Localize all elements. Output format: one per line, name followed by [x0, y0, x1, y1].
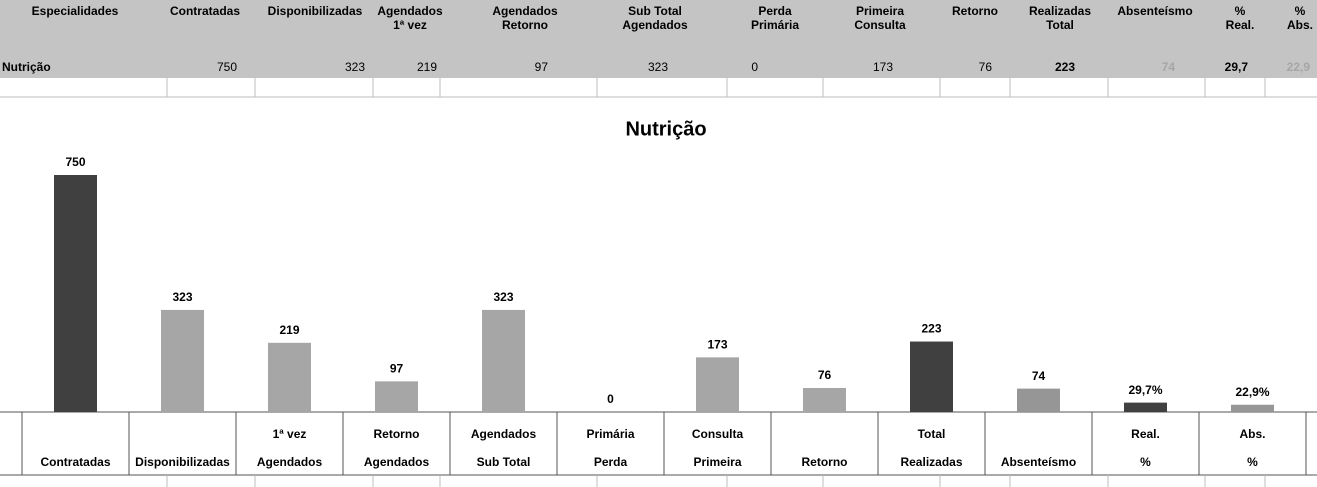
data-label: 76	[818, 368, 832, 382]
table-cell: 219	[417, 60, 437, 74]
bar	[375, 381, 418, 412]
column-header: 1ª vez	[393, 18, 427, 32]
x-tick-label: %	[1247, 455, 1258, 469]
header-band	[0, 0, 1317, 78]
bar	[54, 175, 97, 412]
x-tick-label: Abs.	[1239, 427, 1265, 441]
table-cell: 74	[1162, 60, 1176, 74]
table-cell: 22,9	[1287, 60, 1311, 74]
data-label: 223	[921, 322, 941, 336]
column-header: Contratadas	[170, 4, 240, 18]
column-header: Sub Total	[628, 4, 682, 18]
data-label: 750	[65, 155, 85, 169]
column-header: Agendados	[622, 18, 688, 32]
bar	[268, 342, 311, 412]
column-header: Realizadas	[1029, 4, 1091, 18]
x-tick-label: Retorno	[374, 427, 420, 441]
bar	[1017, 388, 1060, 412]
x-tick-label: Primária	[586, 427, 634, 441]
column-header: Primária	[751, 18, 799, 32]
x-tick-label: Agendados	[471, 427, 537, 441]
data-label: 0	[607, 392, 614, 406]
bar	[910, 341, 953, 412]
data-label: 173	[707, 338, 727, 352]
table-cell: 97	[535, 60, 549, 74]
column-header: Retorno	[952, 4, 998, 18]
bar	[1231, 404, 1274, 412]
x-tick-label: Agendados	[364, 455, 430, 469]
x-tick-label: Agendados	[257, 455, 323, 469]
x-tick-label: Disponibilizadas	[135, 455, 230, 469]
x-tick-label: %	[1140, 455, 1151, 469]
x-tick-label: Perda	[594, 455, 628, 469]
x-tick-label: Total	[918, 427, 946, 441]
column-header: Primeira	[856, 4, 904, 18]
table-cell: 76	[979, 60, 993, 74]
column-header: Abs.	[1287, 18, 1313, 32]
data-label: 74	[1032, 369, 1046, 383]
x-tick-label: 1ª vez	[273, 427, 307, 441]
data-label: 323	[172, 290, 192, 304]
column-header: Consulta	[854, 18, 906, 32]
bar	[1124, 402, 1167, 412]
data-label: 29,7%	[1128, 383, 1162, 397]
table-cell: 323	[648, 60, 668, 74]
x-tick-label: Consulta	[692, 427, 744, 441]
table-cell: 29,7	[1225, 60, 1249, 74]
x-tick-label: Sub Total	[477, 455, 531, 469]
column-header: Absenteísmo	[1117, 4, 1192, 18]
bar	[696, 357, 739, 412]
column-header: %	[1295, 4, 1306, 18]
table-cell: 0	[751, 60, 758, 74]
data-label: 97	[390, 362, 404, 376]
table-cell: 323	[345, 60, 365, 74]
column-header: Disponibilizadas	[268, 4, 363, 18]
bar	[482, 309, 525, 412]
column-header: Retorno	[502, 18, 548, 32]
x-tick-label: Realizadas	[900, 455, 962, 469]
column-header: Especialidades	[32, 4, 119, 18]
bar	[803, 387, 846, 412]
chart-title: Nutrição	[625, 118, 706, 140]
column-header: Agendados	[377, 4, 443, 18]
column-header: Total	[1046, 18, 1074, 32]
table-cell: 750	[217, 60, 237, 74]
x-tick-label: Primeira	[693, 455, 741, 469]
bar	[161, 309, 204, 412]
x-tick-label: Retorno	[802, 455, 848, 469]
column-header: Agendados	[492, 4, 558, 18]
table-cell: Nutrição	[2, 60, 51, 74]
data-label: 219	[279, 323, 299, 337]
table-cell: 223	[1055, 60, 1075, 74]
data-label: 323	[493, 290, 513, 304]
x-tick-label: Real.	[1131, 427, 1160, 441]
x-tick-label: Absenteísmo	[1001, 455, 1076, 469]
column-header: Perda	[758, 4, 792, 18]
data-label: 22,9%	[1235, 385, 1269, 399]
table-cell: 173	[873, 60, 893, 74]
column-header: %	[1235, 4, 1246, 18]
column-header: Real.	[1226, 18, 1255, 32]
x-tick-label: Contratadas	[40, 455, 110, 469]
